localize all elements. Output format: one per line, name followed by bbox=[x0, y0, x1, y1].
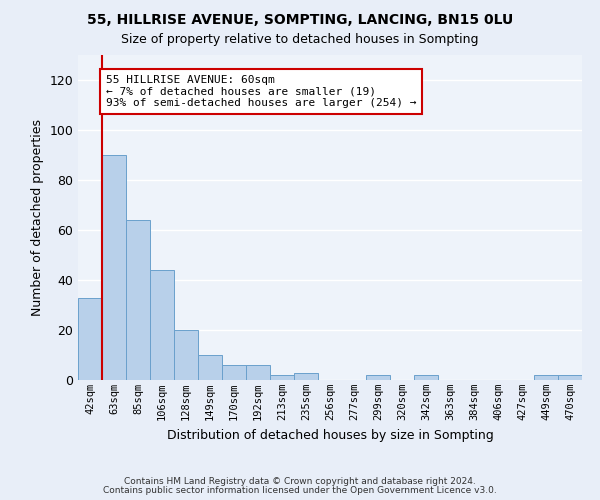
Bar bbox=[174, 330, 198, 380]
Bar bbox=[558, 375, 582, 380]
Bar bbox=[222, 365, 246, 380]
Bar bbox=[102, 155, 126, 380]
Bar bbox=[270, 375, 294, 380]
Text: 55 HILLRISE AVENUE: 60sqm
← 7% of detached houses are smaller (19)
93% of semi-d: 55 HILLRISE AVENUE: 60sqm ← 7% of detach… bbox=[106, 75, 416, 108]
Bar bbox=[246, 365, 270, 380]
Bar bbox=[150, 270, 174, 380]
Bar bbox=[78, 298, 102, 380]
Bar bbox=[366, 375, 390, 380]
Text: Contains HM Land Registry data © Crown copyright and database right 2024.: Contains HM Land Registry data © Crown c… bbox=[124, 477, 476, 486]
Bar bbox=[294, 372, 318, 380]
Bar bbox=[534, 375, 558, 380]
Text: 55, HILLRISE AVENUE, SOMPTING, LANCING, BN15 0LU: 55, HILLRISE AVENUE, SOMPTING, LANCING, … bbox=[87, 12, 513, 26]
Bar bbox=[126, 220, 150, 380]
X-axis label: Distribution of detached houses by size in Sompting: Distribution of detached houses by size … bbox=[167, 428, 493, 442]
Text: Size of property relative to detached houses in Sompting: Size of property relative to detached ho… bbox=[121, 32, 479, 46]
Text: Contains public sector information licensed under the Open Government Licence v3: Contains public sector information licen… bbox=[103, 486, 497, 495]
Bar bbox=[198, 355, 222, 380]
Bar bbox=[414, 375, 438, 380]
Y-axis label: Number of detached properties: Number of detached properties bbox=[31, 119, 44, 316]
